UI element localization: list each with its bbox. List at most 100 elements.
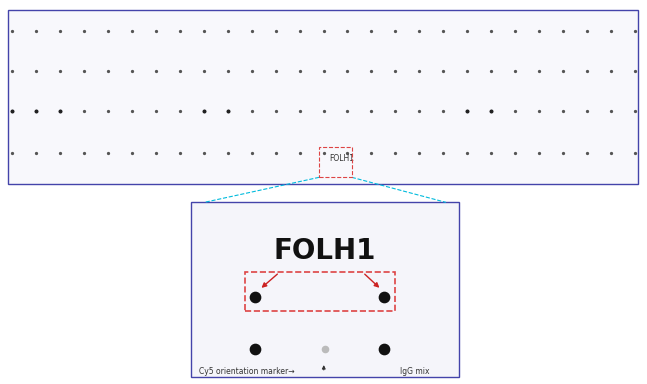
Point [270,28,281,34]
Point [6,28,17,34]
Point [630,28,641,34]
Point [582,108,593,114]
Point [414,108,424,114]
Point [438,28,448,34]
Point [126,68,137,74]
Point [270,68,281,74]
Point [270,108,281,114]
Point [366,108,377,114]
Point [606,28,617,34]
Point [606,150,617,156]
Point [462,108,472,114]
Point [199,28,209,34]
Point [294,28,305,34]
Bar [319,147,352,177]
Point [30,108,41,114]
Point [438,108,448,114]
Point [54,108,65,114]
Bar [245,272,395,311]
Point [175,28,185,34]
Point [318,68,329,74]
Point [630,150,641,156]
Point [462,150,472,156]
Point [6,108,17,114]
Point [199,108,209,114]
Point [510,28,521,34]
Point [630,68,641,74]
Point [223,68,233,74]
Point [54,108,65,114]
Point [199,150,209,156]
Point [534,150,545,156]
Point [6,150,17,156]
Point [223,28,233,34]
Text: FOLH1: FOLH1 [274,237,377,265]
Text: IgG mix: IgG mix [400,367,430,376]
Point [30,108,41,114]
Point [199,68,209,74]
Point [294,150,305,156]
Point [630,108,641,114]
Point [150,28,160,34]
Point [6,68,17,74]
Point [199,108,209,114]
Point [294,108,305,114]
Point [54,68,65,74]
Point [78,150,89,156]
Point [78,68,89,74]
Point [534,68,545,74]
Point [318,108,329,114]
Point [534,108,545,114]
Point [175,150,185,156]
Point [487,68,497,74]
Point [102,108,113,114]
Point [126,150,137,156]
Point [270,150,281,156]
Point [534,28,545,34]
Point [247,108,257,114]
Point [102,28,113,34]
Point [438,68,448,74]
Point [366,150,377,156]
Point [30,68,41,74]
Point [247,68,257,74]
Point [250,294,261,300]
Point [342,68,353,74]
Point [150,68,160,74]
Point [558,108,569,114]
Point [582,150,593,156]
Point [414,150,424,156]
Bar [8,10,638,184]
Point [54,28,65,34]
Point [342,28,353,34]
Point [150,108,160,114]
Point [558,150,569,156]
Point [462,68,472,74]
Point [487,150,497,156]
Point [78,28,89,34]
Point [582,28,593,34]
Point [30,150,41,156]
Point [510,108,521,114]
Point [175,68,185,74]
Point [487,108,497,114]
Point [462,108,472,114]
Point [294,68,305,74]
Point [390,68,400,74]
Point [414,28,424,34]
Point [414,68,424,74]
Text: Cy5 orientation marker→: Cy5 orientation marker→ [199,367,294,376]
Point [250,346,261,352]
Point [379,346,389,352]
Point [487,108,497,114]
Point [342,150,353,156]
Point [150,150,160,156]
Point [247,150,257,156]
Point [175,108,185,114]
Point [558,28,569,34]
Point [223,150,233,156]
Point [342,108,353,114]
Point [510,150,521,156]
Point [582,68,593,74]
Point [126,108,137,114]
